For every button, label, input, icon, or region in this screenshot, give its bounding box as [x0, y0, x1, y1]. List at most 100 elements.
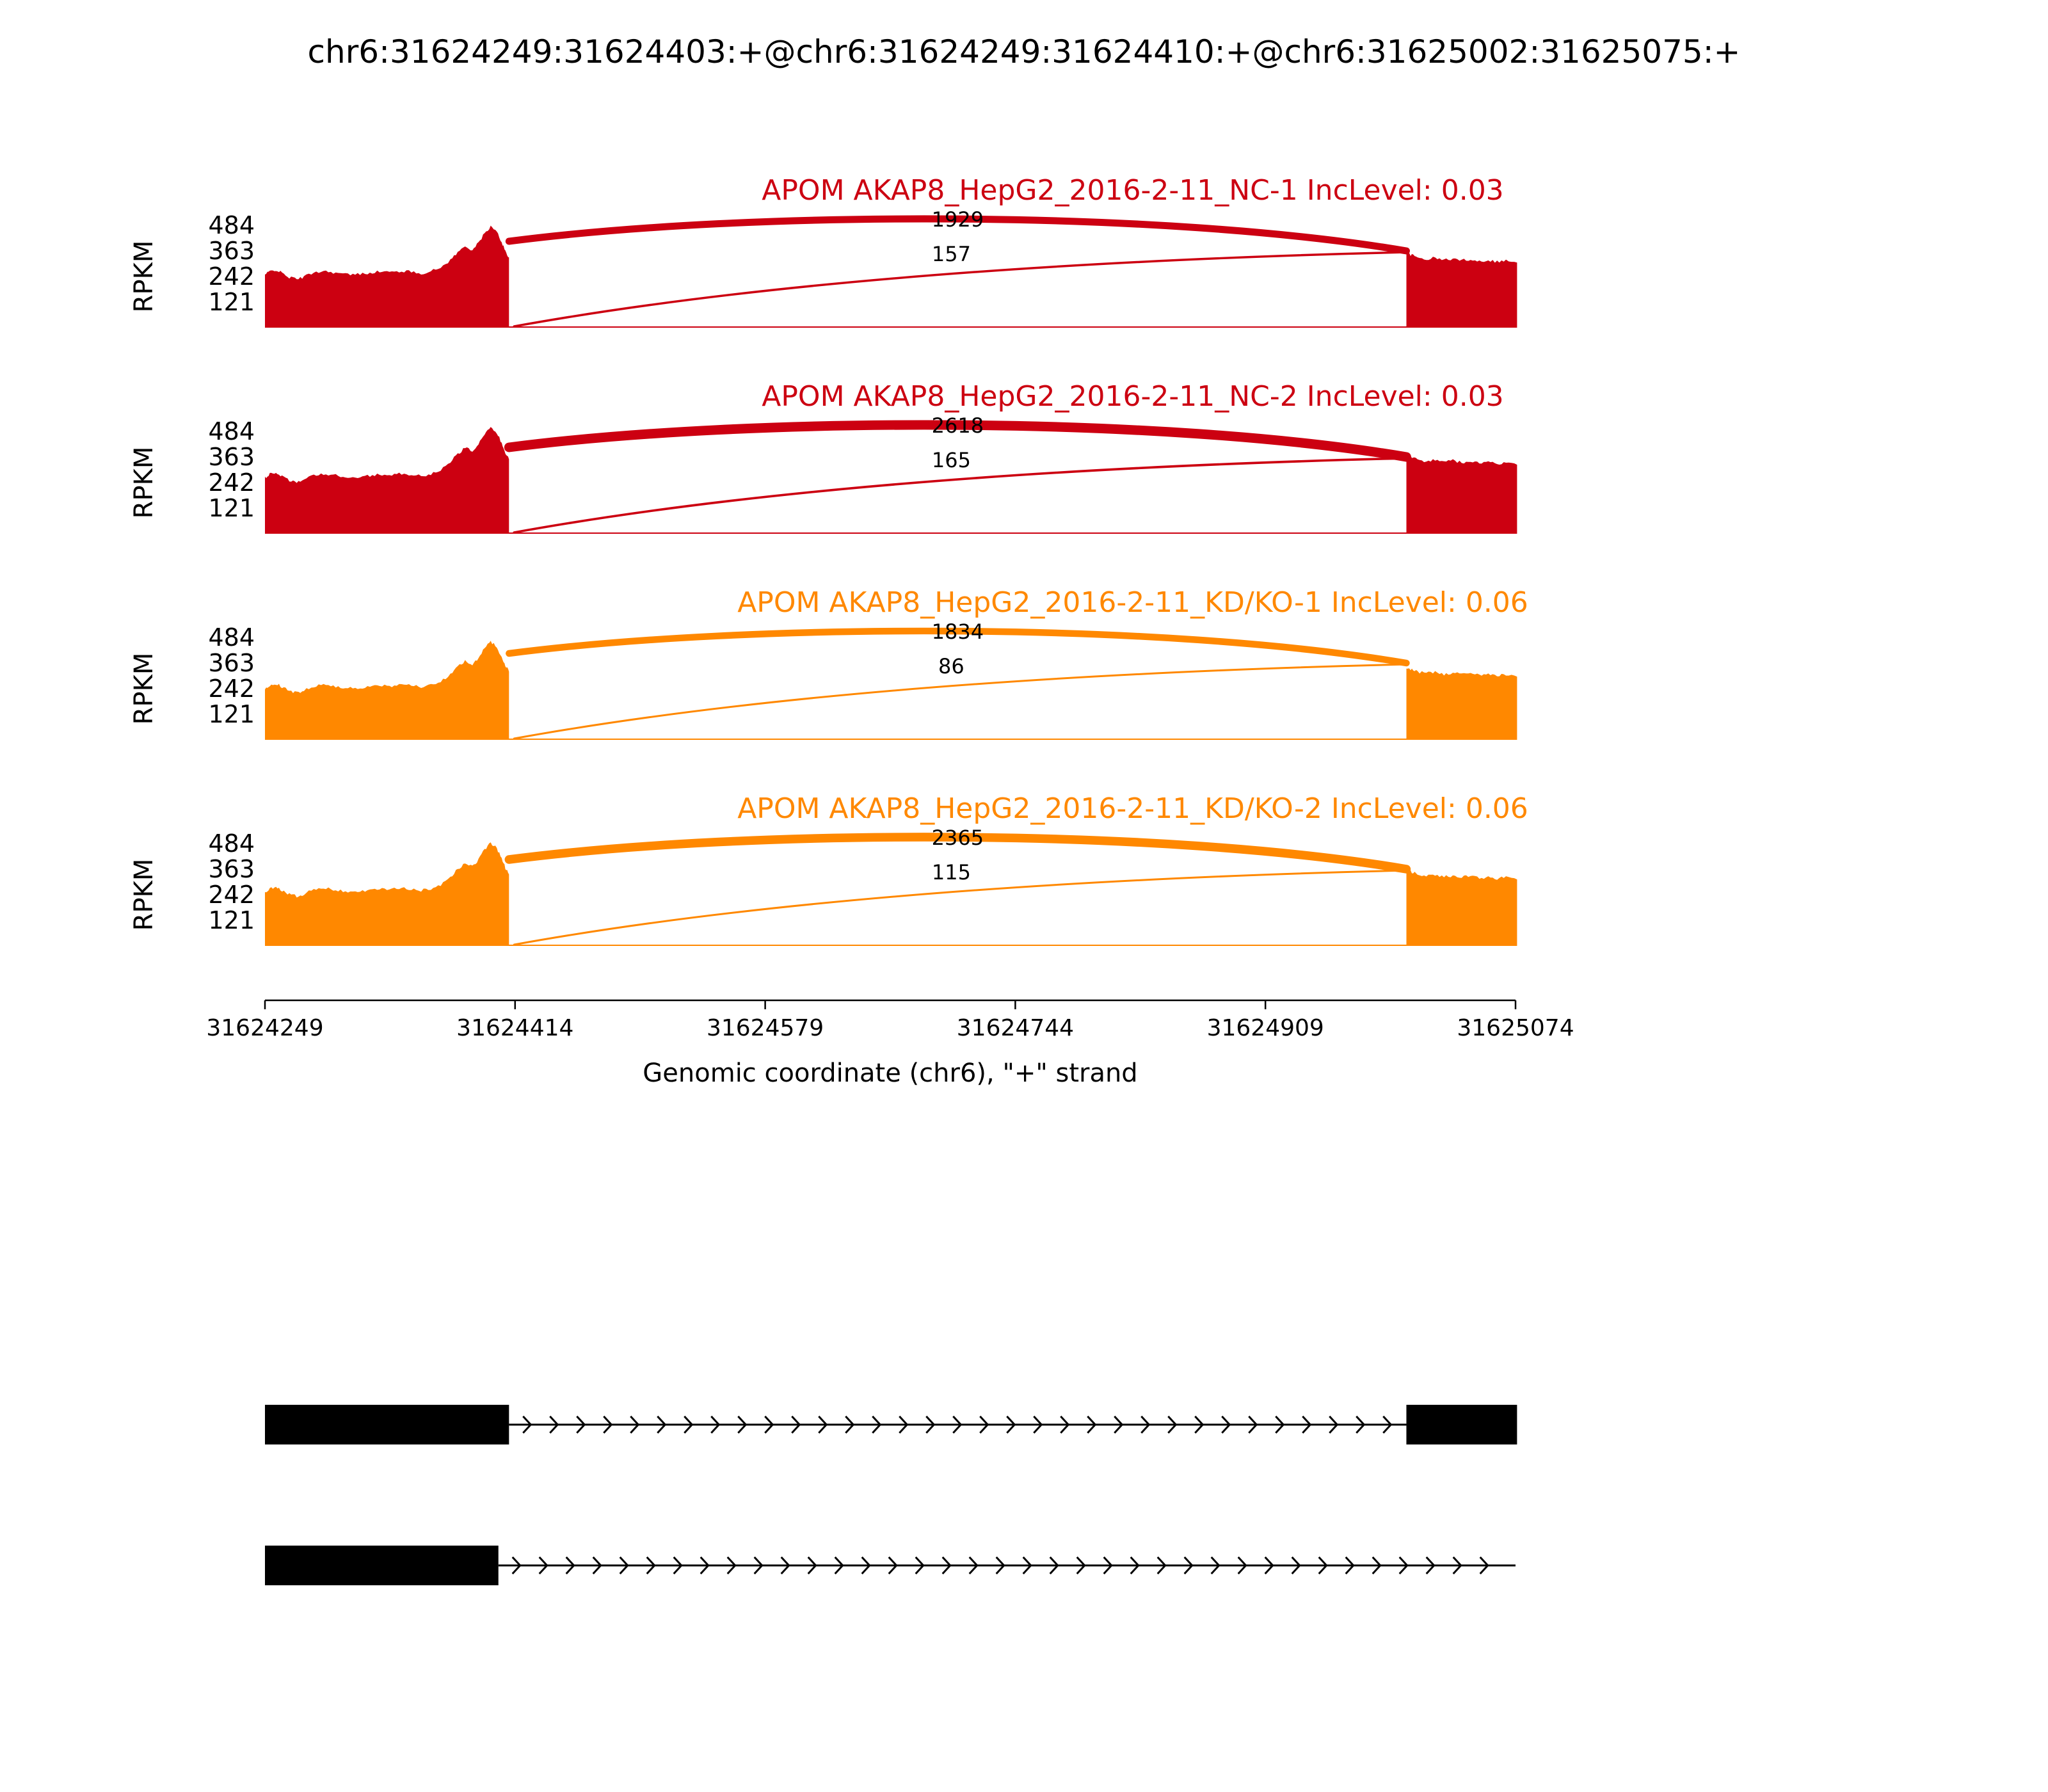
isoform-structure — [265, 1405, 1517, 1444]
strand-arrow-icon — [1329, 1415, 1339, 1434]
strand-arrow-icon — [737, 1415, 748, 1434]
strand-arrow-icon — [1060, 1415, 1070, 1434]
strand-arrow-icon — [1156, 1556, 1167, 1575]
coverage-left-exon — [265, 225, 509, 328]
y-tick-label: 363 — [208, 855, 255, 883]
strand-arrow-icon — [1291, 1556, 1301, 1575]
strand-arrow-icon — [1049, 1556, 1059, 1575]
track-title: APOM AKAP8_HepG2_2016-2-11_NC-2 IncLevel… — [762, 380, 1503, 413]
junction-arc-bottom — [513, 251, 1408, 328]
strand-arrow-icon — [1130, 1556, 1140, 1575]
coverage-right-exon — [1406, 453, 1517, 534]
isoform-structure — [265, 1546, 1516, 1585]
coverage-left-exon — [265, 641, 509, 740]
strand-arrow-icon — [1452, 1556, 1462, 1575]
coverage-right-exon — [1406, 252, 1517, 328]
strand-arrow-icon — [1210, 1556, 1220, 1575]
strand-arrow-icon — [1302, 1415, 1312, 1434]
y-axis-label: RPKM — [129, 859, 159, 931]
y-tick-label: 121 — [208, 700, 255, 728]
y-tick-label: 242 — [208, 468, 255, 497]
strand-arrow-icon — [1194, 1415, 1204, 1434]
strand-arrow-icon — [630, 1415, 640, 1434]
y-tick-label: 484 — [208, 417, 255, 445]
strand-arrow-icon — [780, 1556, 790, 1575]
strand-arrow-icon — [1479, 1556, 1489, 1575]
junction-count-top: 1929 — [932, 207, 984, 232]
sashimi-track: APOM AKAP8_HepG2_2016-2-11_NC-2 IncLevel… — [129, 380, 1517, 534]
junction-arc-top — [504, 420, 1411, 462]
junction-arc-top — [504, 833, 1411, 874]
strand-arrow-icon — [592, 1556, 602, 1575]
strand-arrow-icon — [861, 1556, 871, 1575]
y-tick-label: 363 — [208, 443, 255, 471]
coverage-right-exon — [1406, 869, 1517, 946]
junction-count-bottom: 165 — [932, 448, 971, 472]
y-tick-label: 242 — [208, 262, 255, 291]
junction-count-top: 2618 — [932, 413, 984, 438]
strand-arrow-icon — [684, 1415, 694, 1434]
junction-count-bottom: 86 — [938, 654, 964, 678]
y-tick-label: 363 — [208, 649, 255, 677]
strand-arrow-icon — [952, 1415, 963, 1434]
junction-arc-top — [505, 215, 1410, 255]
strand-arrow-icon — [791, 1415, 801, 1434]
strand-arrow-icon — [1275, 1415, 1285, 1434]
junction-count-top: 2365 — [932, 826, 984, 850]
strand-arrow-icon — [979, 1415, 989, 1434]
strand-arrow-icon — [657, 1415, 667, 1434]
y-axis-label: RPKM — [129, 447, 159, 519]
strand-arrow-icon — [915, 1556, 925, 1575]
y-tick-label: 242 — [208, 675, 255, 703]
y-tick-label: 363 — [208, 237, 255, 265]
strand-arrow-icon — [995, 1556, 1005, 1575]
y-tick-label: 121 — [208, 494, 255, 522]
strand-arrow-icon — [968, 1556, 979, 1575]
coverage-right-exon — [1406, 668, 1517, 740]
strand-arrow-icon — [646, 1556, 656, 1575]
coverage-left-exon — [265, 427, 509, 534]
y-axis-label: RPKM — [129, 653, 159, 725]
strand-arrow-icon — [726, 1556, 737, 1575]
x-tick-label: 31624249 — [206, 1015, 323, 1041]
strand-arrow-icon — [700, 1556, 710, 1575]
strand-arrow-icon — [522, 1415, 532, 1434]
sashimi-track: APOM AKAP8_HepG2_2016-2-11_NC-1 IncLevel… — [129, 174, 1517, 328]
junction-arc-top — [506, 627, 1410, 667]
track-title: APOM AKAP8_HepG2_2016-2-11_KD/KO-1 IncLe… — [737, 586, 1528, 619]
strand-arrow-icon — [1140, 1415, 1151, 1434]
strand-arrow-icon — [834, 1556, 844, 1575]
y-tick-label: 484 — [208, 623, 255, 652]
strand-arrow-icon — [1167, 1415, 1178, 1434]
strand-arrow-icon — [673, 1556, 683, 1575]
strand-arrow-icon — [888, 1556, 898, 1575]
strand-arrow-icon — [1372, 1556, 1382, 1575]
strand-arrow-icon — [1087, 1415, 1097, 1434]
junction-arc-bottom — [513, 457, 1408, 534]
strand-arrow-icon — [1382, 1415, 1393, 1434]
strand-arrow-icon — [565, 1556, 575, 1575]
strand-arrow-icon — [538, 1556, 548, 1575]
strand-arrow-icon — [1248, 1415, 1258, 1434]
strand-arrow-icon — [899, 1415, 909, 1434]
strand-arrow-icon — [1398, 1556, 1409, 1575]
y-tick-label: 484 — [208, 829, 255, 858]
x-tick-label: 31624909 — [1207, 1015, 1324, 1041]
exon-box — [265, 1546, 499, 1585]
strand-arrow-icon — [1103, 1556, 1113, 1575]
strand-arrow-icon — [1264, 1556, 1274, 1575]
strand-arrow-icon — [1345, 1556, 1355, 1575]
exon-box — [1406, 1405, 1517, 1444]
junction-arc-bottom — [513, 663, 1407, 740]
exon-box — [265, 1405, 509, 1444]
junction-count-bottom: 157 — [932, 242, 971, 266]
strand-arrow-icon — [925, 1415, 936, 1434]
x-axis: 31624249 31624414 31624579 31624744 31624909… — [206, 999, 1574, 1088]
strand-arrow-icon — [1076, 1556, 1086, 1575]
strand-arrow-icon — [619, 1556, 629, 1575]
strand-arrow-icon — [1183, 1556, 1194, 1575]
strand-arrow-icon — [511, 1556, 522, 1575]
strand-arrow-icon — [1033, 1415, 1043, 1434]
